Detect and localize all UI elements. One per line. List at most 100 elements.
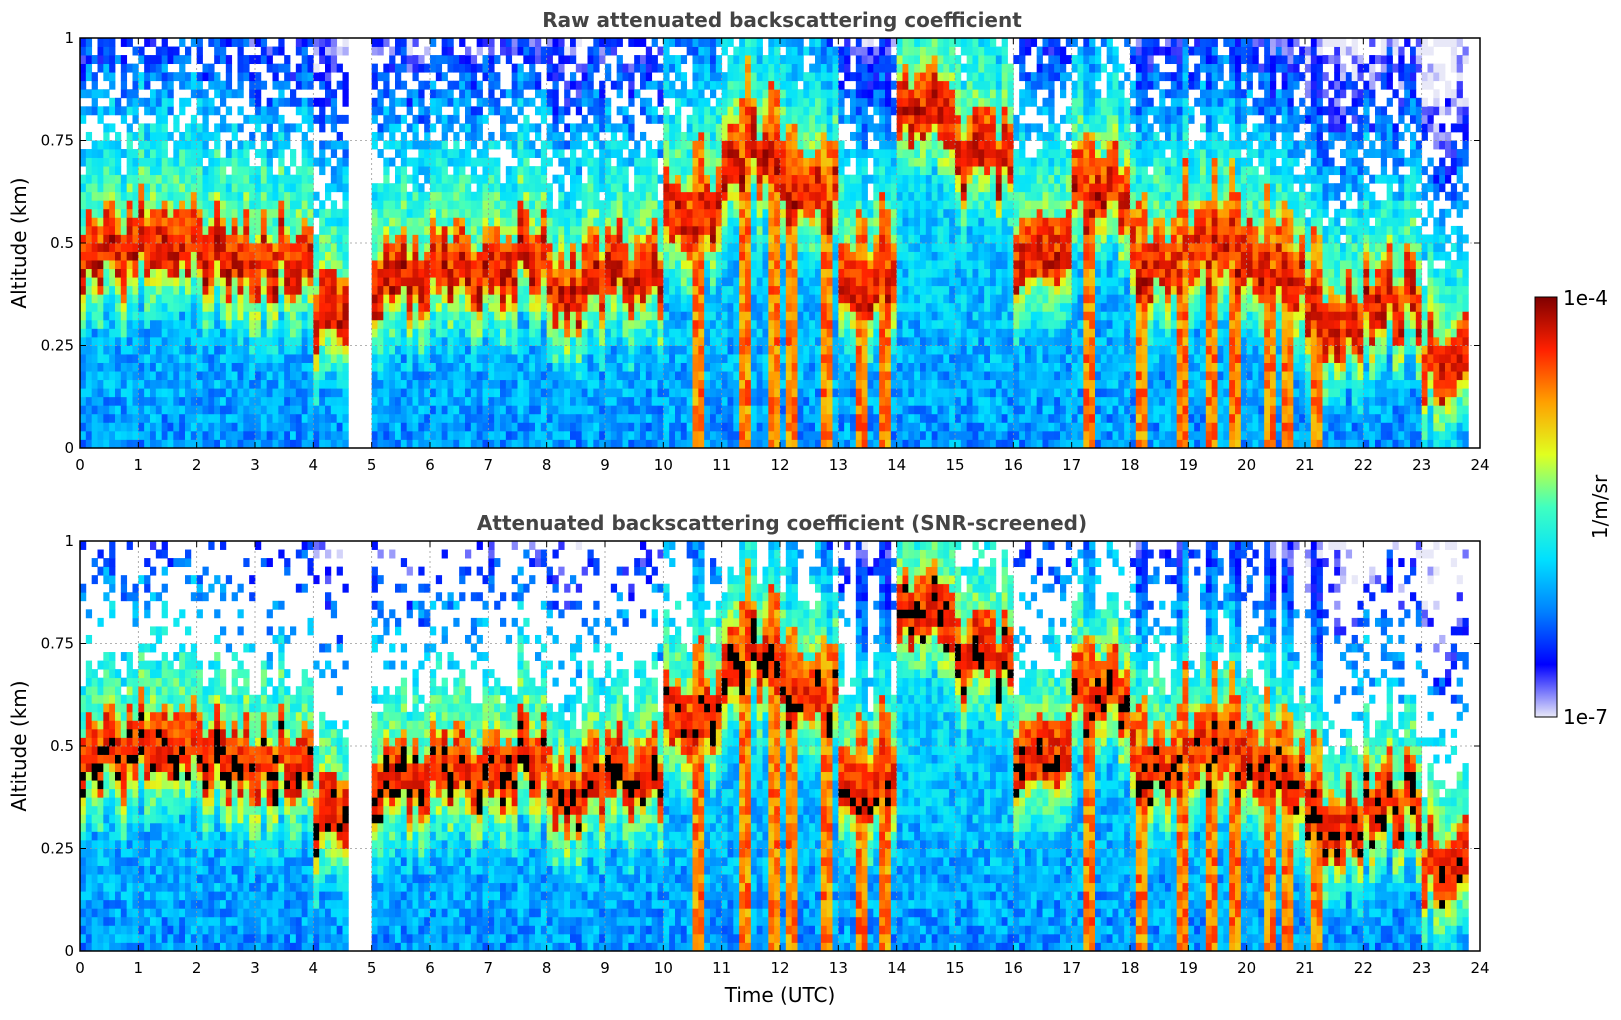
heatmap-cell — [249, 396, 256, 406]
heatmap-cell — [698, 388, 705, 398]
heatmap-cell — [675, 439, 682, 449]
heatmap-cell — [278, 200, 285, 210]
heatmap-cell — [517, 157, 524, 167]
heatmap-cell — [120, 405, 128, 415]
heatmap-cell — [225, 106, 233, 116]
heatmap-cell — [745, 38, 752, 47]
heatmap-cell — [167, 319, 174, 329]
heatmap-cell — [167, 174, 174, 184]
heatmap-cell — [383, 405, 390, 415]
heatmap-cell — [465, 89, 472, 99]
heatmap-cell — [488, 63, 495, 73]
heatmap-cell — [80, 396, 87, 406]
heatmap-cell — [342, 396, 349, 406]
heatmap-cell — [470, 345, 478, 355]
heatmap-cell — [400, 354, 408, 363]
heatmap-cell — [138, 336, 145, 346]
heatmap-cell — [225, 260, 233, 270]
heatmap-cell — [610, 328, 618, 338]
heatmap-cell — [628, 388, 635, 398]
heatmap-cell — [307, 345, 314, 355]
heatmap-cell — [599, 46, 606, 56]
heatmap-cell — [628, 328, 635, 338]
heatmap-cell — [523, 174, 530, 184]
heatmap-cell — [745, 328, 752, 338]
heatmap-cell — [663, 89, 670, 99]
heatmap-cell — [587, 97, 594, 107]
heatmap-cell — [552, 106, 559, 116]
heatmap-cell — [120, 260, 128, 270]
heatmap-cell — [750, 430, 758, 440]
heatmap-cell — [249, 243, 256, 252]
heatmap-cell — [482, 114, 489, 124]
heatmap-cell — [564, 430, 571, 440]
heatmap-cell — [640, 354, 647, 363]
heatmap-cell — [750, 80, 758, 90]
heatmap-cell — [325, 379, 332, 389]
heatmap-cell — [120, 294, 128, 304]
heatmap-cell — [750, 97, 758, 107]
heatmap-cell — [669, 362, 676, 372]
heatmap-cell — [220, 336, 227, 346]
heatmap-cell — [733, 106, 740, 116]
heatmap-cell — [97, 251, 104, 261]
heatmap-cell — [657, 208, 664, 218]
heatmap-cell — [774, 430, 781, 440]
heatmap-cell — [529, 439, 536, 449]
heatmap-cell — [295, 260, 303, 270]
heatmap-cell — [243, 149, 250, 158]
heatmap-cell — [494, 362, 501, 372]
heatmap-cell — [529, 123, 536, 133]
heatmap-cell — [587, 336, 594, 346]
heatmap-cell — [459, 123, 466, 133]
heatmap-cell — [599, 234, 606, 244]
heatmap-cell — [120, 362, 128, 372]
heatmap-cell — [91, 362, 98, 372]
heatmap-cell — [91, 89, 98, 99]
heatmap-cell — [447, 38, 454, 47]
heatmap-cell — [196, 277, 203, 287]
heatmap-cell — [488, 277, 495, 287]
heatmap-cell — [750, 166, 758, 176]
heatmap-cell — [371, 294, 378, 304]
heatmap-cell — [249, 234, 256, 244]
heatmap-cell — [552, 63, 559, 73]
heatmap-cell — [389, 302, 396, 312]
heatmap-cell — [377, 183, 384, 193]
heatmap-cell — [214, 430, 221, 440]
heatmap-cell — [115, 131, 122, 141]
heatmap-cell — [115, 251, 122, 261]
heatmap-cell — [494, 200, 501, 210]
heatmap-cell — [558, 63, 565, 73]
heatmap-cell — [465, 405, 472, 415]
heatmap-cell — [231, 379, 238, 389]
heatmap-cell — [482, 405, 489, 415]
heatmap-cell — [750, 140, 758, 150]
heatmap-cell — [214, 277, 221, 287]
heatmap-cell — [255, 225, 262, 235]
heatmap-cell — [225, 80, 233, 90]
heatmap-cell — [109, 336, 116, 346]
heatmap-cell — [150, 302, 157, 312]
heatmap-cell — [523, 277, 530, 287]
heatmap-cell — [605, 311, 612, 321]
heatmap-cell — [441, 97, 448, 107]
heatmap-cell — [400, 80, 408, 90]
heatmap-cell — [692, 260, 699, 270]
heatmap-cell — [400, 166, 408, 176]
heatmap-cell — [570, 388, 577, 398]
heatmap-cell — [412, 285, 419, 295]
heatmap-cell — [745, 106, 752, 116]
heatmap-cell — [336, 183, 343, 193]
heatmap-cell — [150, 200, 157, 210]
heatmap-cell — [750, 260, 758, 270]
heatmap-cell — [120, 243, 128, 252]
heatmap-cell — [231, 268, 238, 278]
heatmap-cell — [500, 285, 507, 295]
heatmap-cell — [593, 311, 600, 321]
heatmap-cell — [465, 285, 472, 295]
heatmap-cell — [523, 422, 530, 432]
heatmap-cell — [558, 149, 565, 158]
heatmap-cell — [692, 362, 699, 372]
heatmap-cell — [383, 140, 390, 150]
